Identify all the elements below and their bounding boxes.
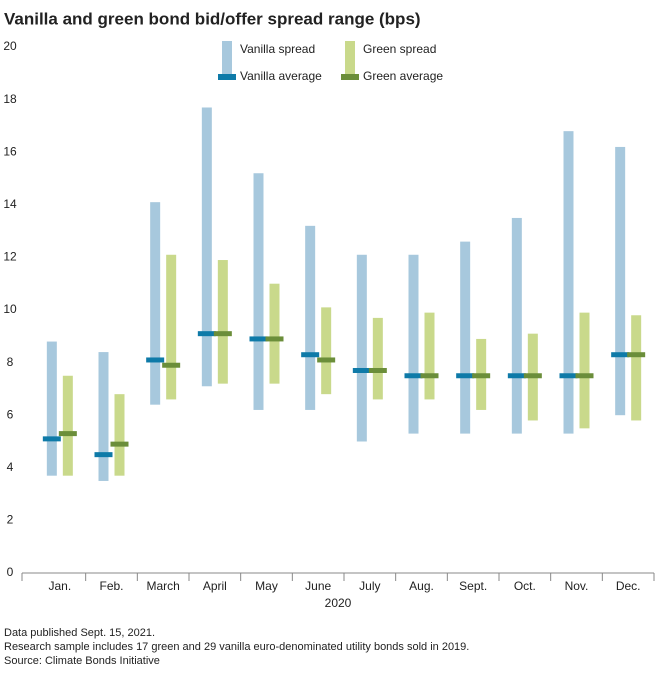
y-tick-label: 4 [7, 460, 14, 474]
chart-title: Vanilla and green bond bid/offer spread … [4, 9, 421, 28]
average-marker [472, 373, 491, 379]
y-tick-label: 2 [7, 513, 14, 527]
range-bar [98, 352, 109, 481]
average-marker [249, 336, 268, 342]
x-tick-label: April [203, 579, 227, 593]
average-marker [456, 373, 475, 379]
range-bar [424, 312, 435, 400]
average-marker [94, 452, 113, 458]
average-marker [575, 373, 594, 379]
range-bar [356, 254, 367, 442]
range-bar [305, 225, 316, 410]
x-tick-label: June [305, 579, 331, 593]
range-bar [321, 307, 332, 395]
y-tick-label: 16 [3, 144, 17, 158]
range-bar [631, 315, 642, 421]
range-bar [269, 283, 280, 384]
legend-swatch [345, 41, 355, 79]
range-bar [253, 173, 264, 410]
legend-label: Green spread [363, 42, 436, 56]
footnote: Research sample includes 17 green and 29… [4, 641, 469, 653]
average-marker [110, 441, 129, 447]
y-tick-label: 14 [3, 197, 17, 211]
x-tick-label: Dec. [616, 579, 641, 593]
y-tick-label: 0 [7, 565, 14, 579]
x-tick-label: March [146, 579, 179, 593]
legend-swatch [218, 74, 236, 80]
average-marker [559, 373, 578, 379]
range-bar [114, 394, 125, 476]
x-tick-label: July [359, 579, 380, 593]
average-marker [611, 352, 630, 358]
x-tick-label: Oct. [514, 579, 536, 593]
range-bar [166, 254, 177, 400]
legend-label: Vanilla average [240, 69, 322, 83]
range-bar [563, 131, 574, 434]
footnote: Source: Climate Bonds Initiative [4, 655, 160, 667]
range-bar [217, 260, 228, 384]
average-marker [146, 357, 165, 363]
legend-swatch [222, 41, 232, 79]
average-marker [42, 436, 61, 442]
average-marker [301, 352, 320, 358]
x-tick-label: Jan. [48, 579, 71, 593]
x-tick-label: Aug. [409, 579, 434, 593]
y-tick-label: 12 [3, 250, 17, 264]
average-marker [352, 367, 371, 373]
average-marker [197, 331, 216, 337]
legend-label: Green average [363, 69, 443, 83]
range-bar [201, 107, 212, 387]
y-tick-label: 6 [7, 407, 14, 421]
average-marker [523, 373, 542, 379]
average-marker [627, 352, 646, 358]
average-marker [162, 362, 181, 368]
range-bar [615, 146, 626, 416]
range-bar [150, 202, 161, 405]
legend-swatch [341, 74, 359, 80]
average-marker [404, 373, 423, 379]
x-tick-label: Nov. [565, 579, 589, 593]
range-bar [460, 241, 471, 434]
average-marker [507, 373, 526, 379]
footnote: Data published Sept. 15, 2021. [4, 627, 155, 639]
range-bar [62, 375, 73, 476]
range-bar [372, 317, 383, 400]
average-marker [213, 331, 232, 337]
range-bar [511, 217, 522, 434]
x-tick-label: May [255, 579, 278, 593]
x-tick-label: Sept. [459, 579, 487, 593]
average-marker [420, 373, 439, 379]
average-marker [58, 431, 77, 437]
y-tick-label: 20 [3, 39, 17, 53]
range-bar [579, 312, 590, 429]
y-tick-label: 10 [3, 302, 17, 316]
average-marker [317, 357, 336, 363]
average-marker [265, 336, 284, 342]
legend-label: Vanilla spread [240, 42, 315, 56]
range-bar [408, 254, 419, 434]
y-tick-label: 18 [3, 92, 17, 106]
average-marker [368, 367, 387, 373]
range-bar [46, 341, 57, 476]
x-tick-label: Feb. [99, 579, 123, 593]
y-tick-label: 8 [7, 355, 14, 369]
x-axis-label: 2020 [325, 596, 352, 610]
